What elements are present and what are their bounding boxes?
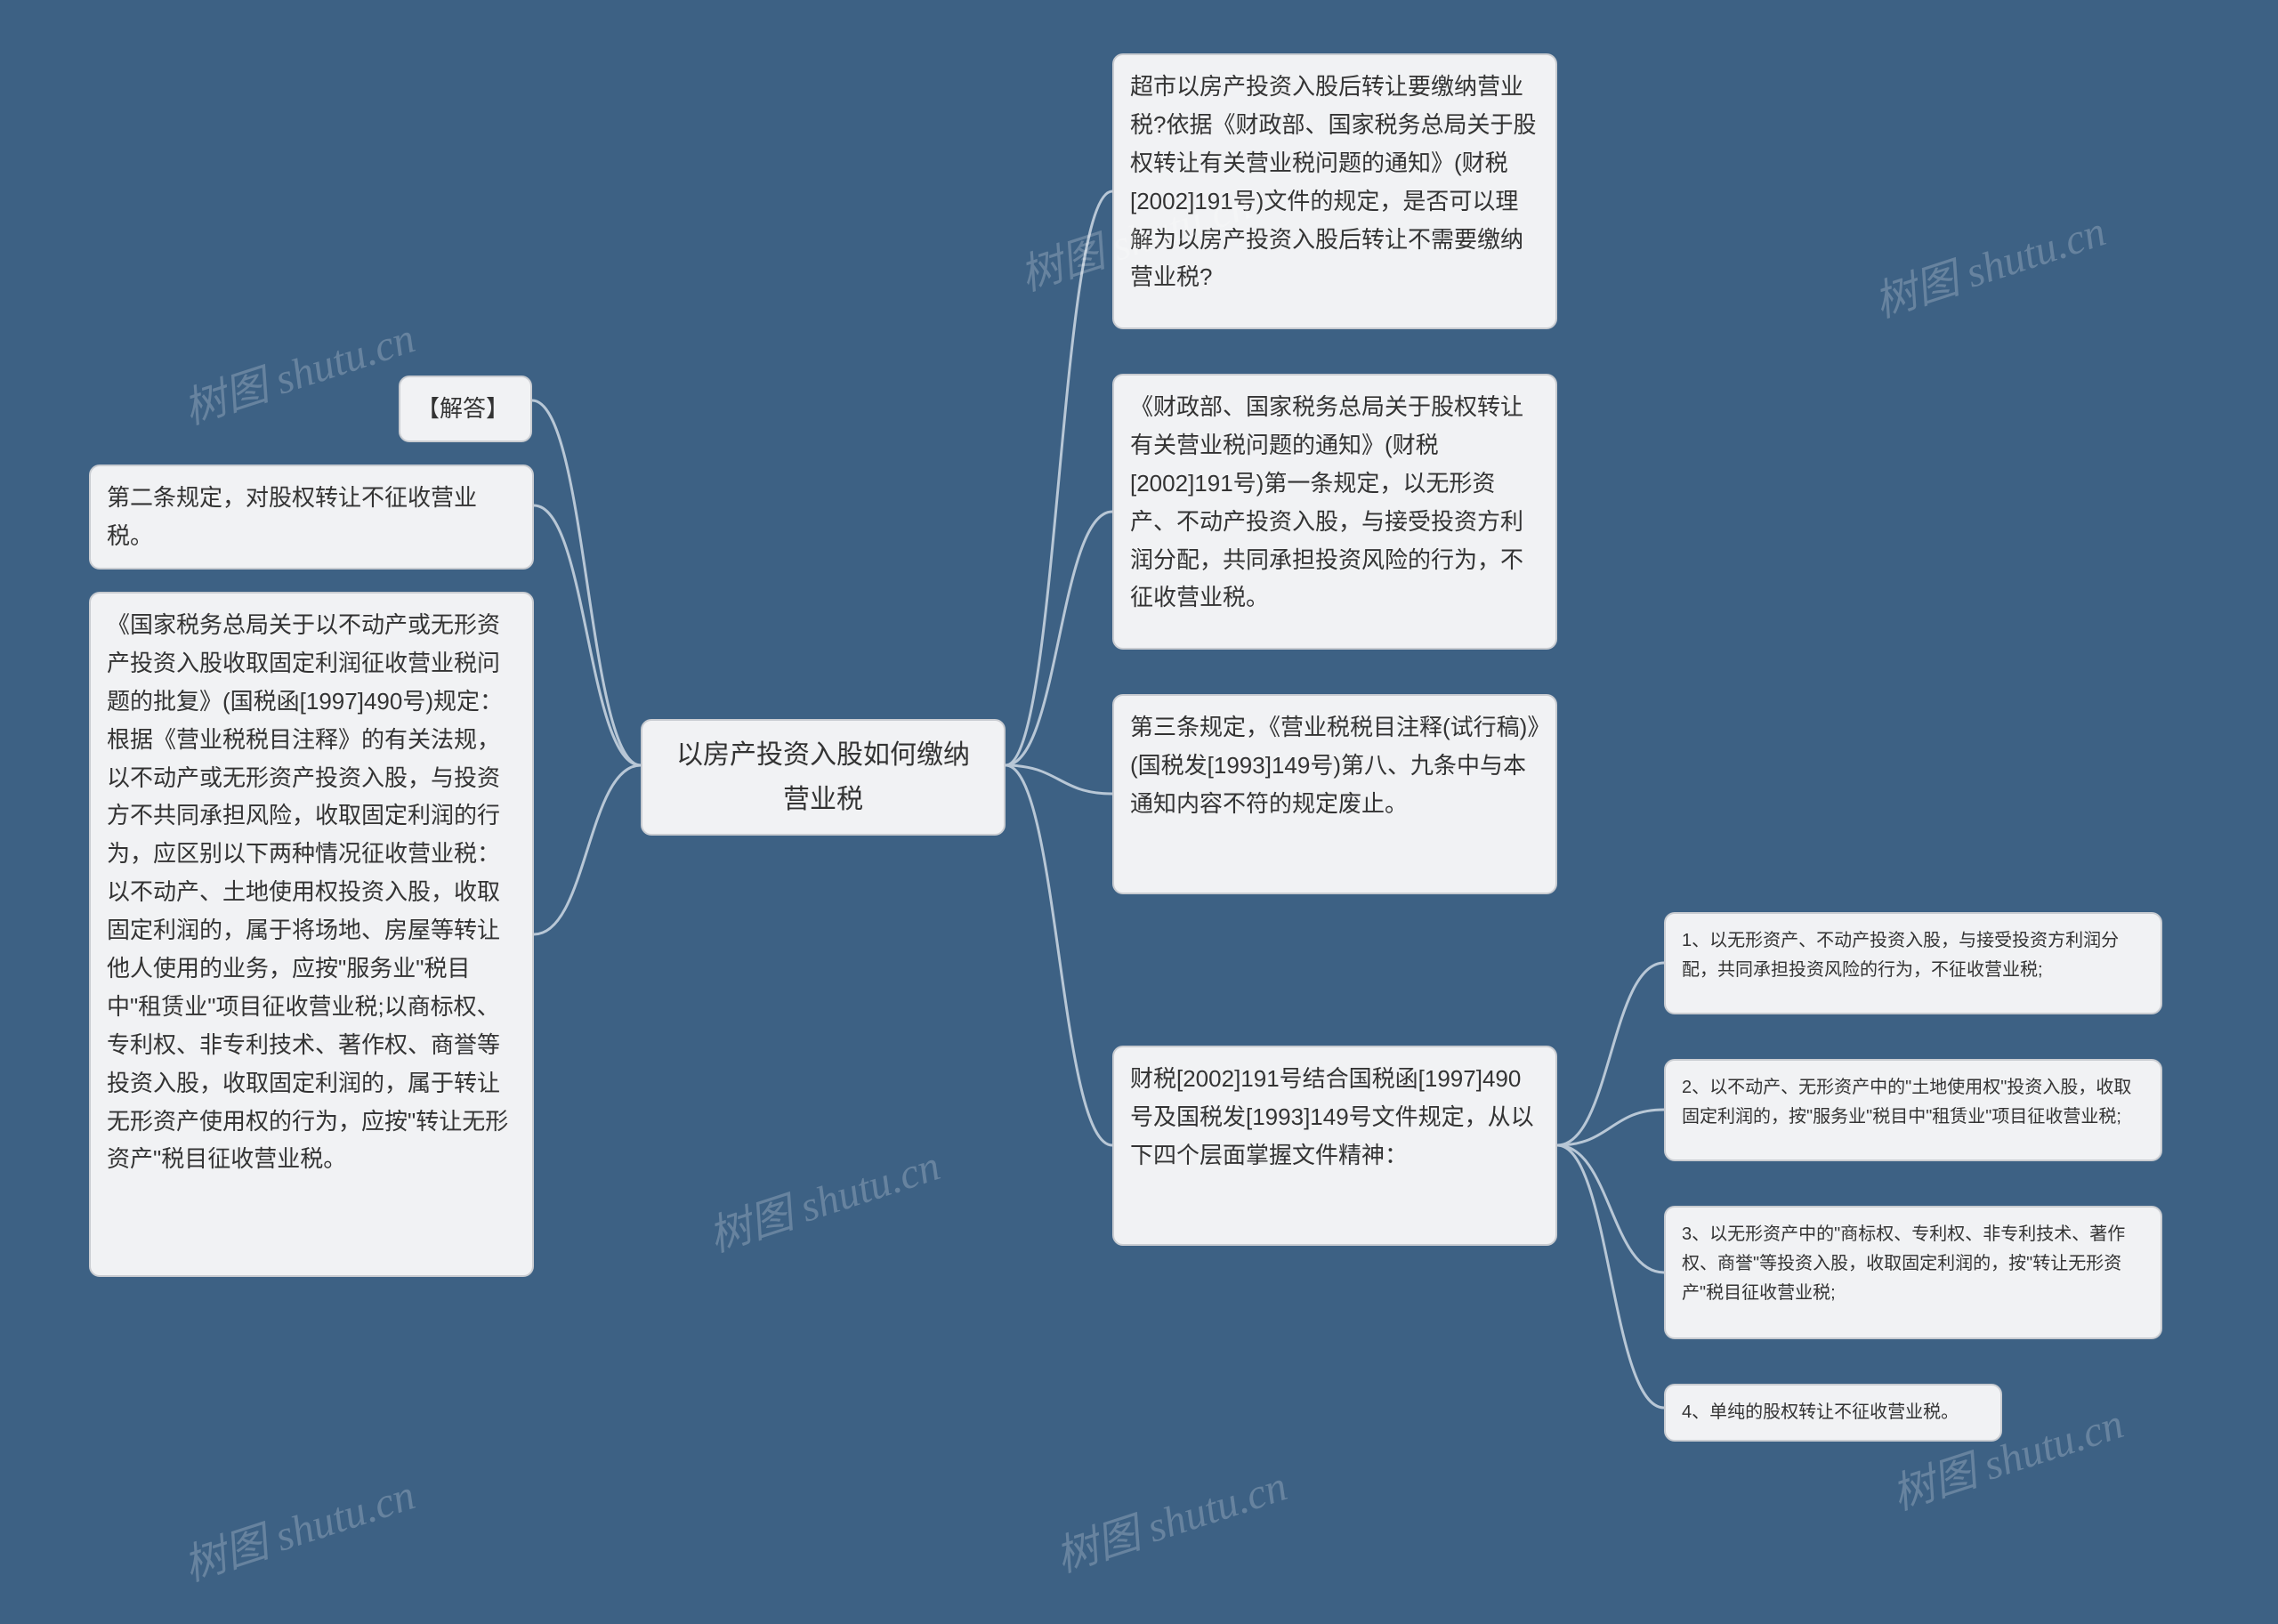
- mindmap-node: 超市以房产投资入股后转让要缴纳营业税?依据《财政部、国家税务总局关于股权转让有关…: [1112, 53, 1557, 329]
- mindmap-node: 财税[2002]191号结合国税函[1997]490号及国税发[1993]149…: [1112, 1046, 1557, 1246]
- mindmap-node: 第二条规定，对股权转让不征收营业税。: [89, 465, 534, 570]
- mindmap-node: 3、以无形资产中的"商标权、专利权、非专利技术、著作权、商誉"等投资入股，收取固…: [1664, 1206, 2162, 1339]
- mindmap-node: 2、以不动产、无形资产中的"土地使用权"投资入股，收取固定利润的，按"服务业"税…: [1664, 1059, 2162, 1161]
- mindmap-root-node: 以房产投资入股如何缴纳营业税: [641, 719, 1006, 836]
- mindmap-node: 1、以无形资产、不动产投资入股，与接受投资方利润分配，共同承担投资风险的行为，不…: [1664, 912, 2162, 1014]
- mindmap-node: 《财政部、国家税务总局关于股权转让有关营业税问题的通知》(财税[2002]191…: [1112, 374, 1557, 650]
- mindmap-node: 第三条规定，《营业税税目注释(试行稿)》(国税发[1993]149号)第八、九条…: [1112, 694, 1557, 894]
- mindmap-node: 4、单纯的股权转让不征收营业税。: [1664, 1384, 2002, 1442]
- mindmap-node: 《国家税务总局关于以不动产或无形资产投资入股收取固定利润征收营业税问题的批复》(…: [89, 592, 534, 1277]
- mindmap-node: 【解答】: [399, 376, 532, 442]
